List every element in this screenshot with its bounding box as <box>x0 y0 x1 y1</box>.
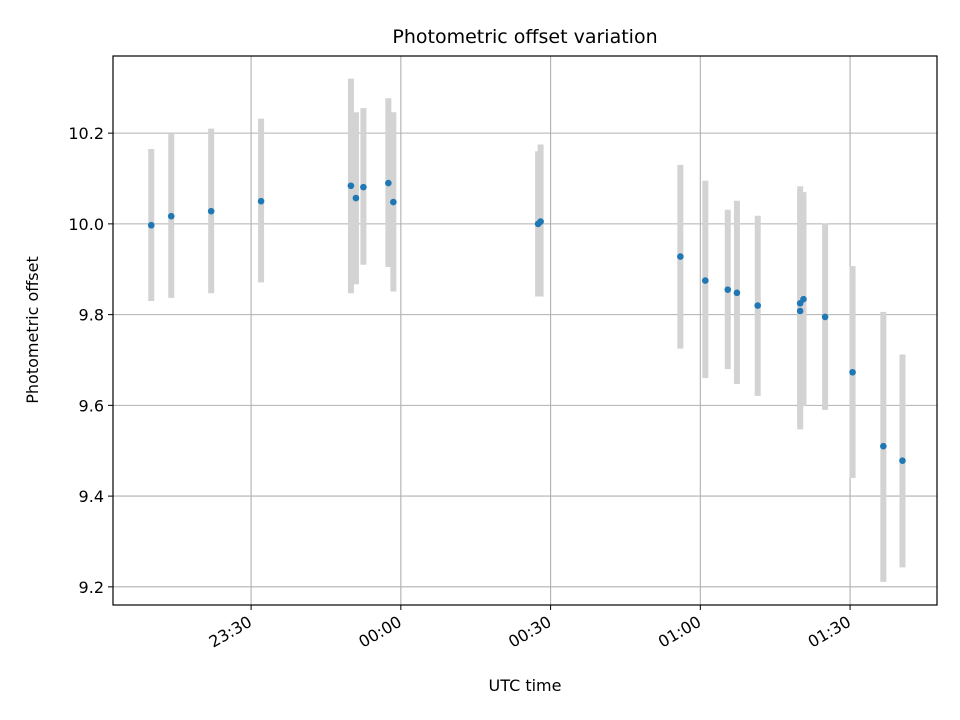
x-axis-label: UTC time <box>489 676 562 695</box>
data-point-4 <box>347 182 355 190</box>
data-point-12 <box>702 277 709 284</box>
data-point-18 <box>800 295 807 303</box>
data-point-6 <box>360 183 367 191</box>
y-tick-label-2: 9.6 <box>79 396 104 415</box>
data-point-3 <box>257 197 265 205</box>
y-tick-label-1: 9.4 <box>79 487 104 506</box>
data-point-13 <box>724 286 732 293</box>
y-tick-label-0: 9.2 <box>79 578 104 597</box>
data-point-5 <box>352 194 360 202</box>
chart-title: Photometric offset variation <box>392 26 657 48</box>
data-point-0 <box>147 221 155 229</box>
y-tick-label-5: 10.2 <box>68 124 104 143</box>
data-point-10 <box>537 218 544 225</box>
data-point-21 <box>880 442 887 450</box>
data-point-11 <box>677 253 684 260</box>
data-point-15 <box>754 302 762 309</box>
y-tick-label-3: 9.8 <box>79 306 104 325</box>
data-point-14 <box>733 289 741 297</box>
data-point-1 <box>167 212 175 220</box>
plot-frame <box>112 55 938 606</box>
data-point-2 <box>207 207 215 215</box>
data-point-7 <box>385 179 392 187</box>
data-point-20 <box>849 368 856 376</box>
data-point-22 <box>899 457 906 465</box>
data-point-8 <box>390 198 397 206</box>
y-axis-label: Photometric offset <box>23 256 42 404</box>
data-point-19 <box>821 313 829 321</box>
data-points <box>147 179 906 465</box>
y-axis: 9.2 9.4 9.6 9.8 10.0 10.2 <box>68 124 113 597</box>
y-tick-label-4: 10.0 <box>68 215 104 234</box>
data-point-17 <box>796 307 804 315</box>
